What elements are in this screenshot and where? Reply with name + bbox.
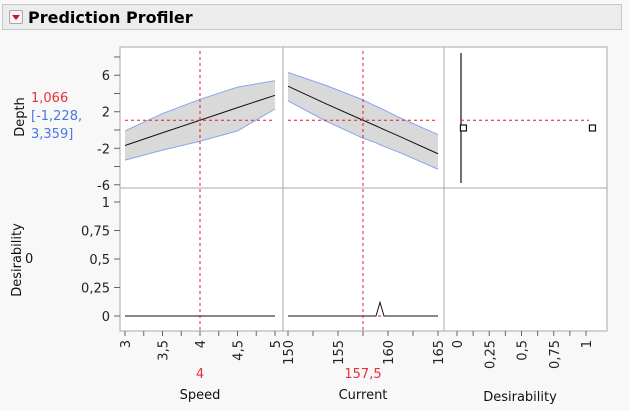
desirability-handle	[459, 124, 468, 132]
response-label-depth: Depth	[13, 97, 28, 137]
x-tick-label: 150	[282, 340, 297, 365]
profiler-header: Prediction Profiler	[2, 4, 622, 30]
y-tick-label: -6	[97, 179, 110, 194]
prediction-trace	[287, 85, 439, 155]
plot-panel	[443, 187, 608, 332]
response-label-desirability: Desirability	[10, 223, 25, 297]
factor-current-value: 4	[196, 367, 204, 382]
depth-ci-lower: [-1,228,	[31, 109, 82, 124]
x-tick-label: 0,75	[548, 340, 563, 369]
depth-ci-upper: 3,359]	[31, 127, 73, 142]
x-tick-label: 155	[332, 340, 347, 365]
x-tick-label: 4,5	[232, 340, 247, 361]
y-tick-label: 0,75	[81, 225, 110, 240]
y-tick-label: 1	[102, 196, 110, 211]
x-tick-label: 4	[194, 340, 209, 348]
x-tick-label: 0,25	[483, 340, 498, 369]
y-tick-label: 2	[102, 106, 110, 121]
plot-panel	[443, 46, 608, 189]
desirability-axis-label: Desirability	[483, 390, 557, 405]
x-tick-label: 3	[119, 340, 134, 348]
factor-current-value: 157,5	[344, 367, 381, 382]
profiler-title: Prediction Profiler	[28, 8, 193, 27]
y-tick-label: 0,25	[81, 282, 110, 297]
desirability-handle	[588, 124, 597, 132]
x-tick-label: 3,5	[157, 340, 172, 361]
lower-ci-line	[287, 100, 439, 170]
factor-label: Speed	[180, 388, 221, 403]
x-tick-label: 0,5	[516, 340, 531, 361]
desirability-trace	[288, 300, 438, 317]
depth-current-value: 1,066	[31, 91, 68, 106]
y-tick-label: 0,5	[89, 253, 110, 268]
x-tick-label: 160	[382, 340, 397, 365]
y-tick-label: -2	[97, 142, 110, 157]
y-tick-label: 0	[102, 310, 110, 325]
x-tick-label: 1	[580, 340, 595, 348]
red-triangle-menu-icon[interactable]	[9, 10, 23, 24]
plot-panel	[282, 187, 445, 332]
plot-panel	[119, 187, 284, 332]
x-tick-label: 5	[269, 340, 284, 348]
confidence-band	[288, 72, 438, 170]
desirability-current-value: 0	[25, 252, 33, 267]
upper-ci-line	[287, 72, 439, 136]
x-tick-label: 165	[432, 340, 447, 365]
factor-label: Current	[339, 388, 388, 403]
x-tick-label: 0	[451, 340, 466, 348]
y-tick-label: 6	[102, 69, 110, 84]
